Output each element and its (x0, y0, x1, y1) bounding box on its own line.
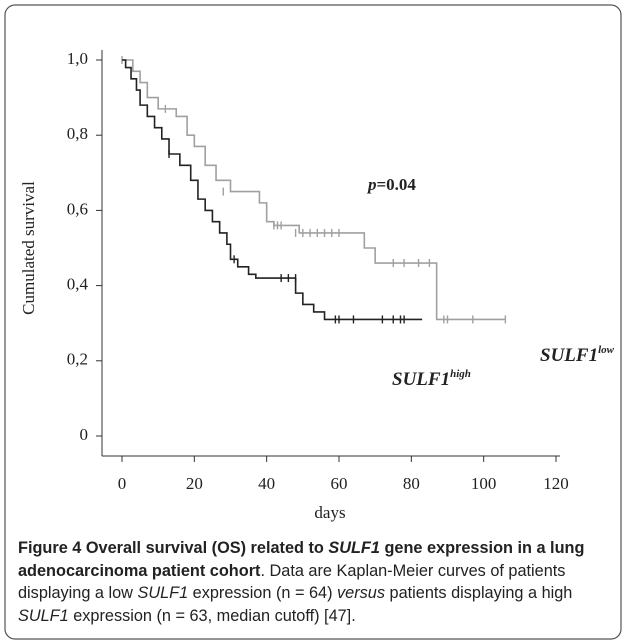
caption-text: patients displaying a high (385, 584, 573, 602)
caption-text: SULF1 (18, 606, 69, 625)
legend-name: SULF1 (392, 369, 450, 390)
annotation-value: =0.04 (377, 175, 417, 194)
x-axis-label: days (314, 503, 345, 522)
caption-text: Figure 4 Overall survival (OS) related t… (18, 539, 329, 557)
annotation: p=0.04 (366, 175, 416, 194)
x-tick-label: 20 (186, 474, 203, 493)
x-tick-label: 120 (543, 474, 569, 493)
y-tick-label: 1,0 (67, 49, 88, 68)
caption-text: . Data are Kaplan-Meier curves of patien… (18, 561, 566, 603)
legend-sup: high (450, 368, 471, 380)
y-tick-label: 0,2 (67, 350, 88, 369)
x-tick-label: 40 (258, 474, 275, 493)
y-tick-label: 0,4 (67, 275, 89, 294)
caption-text: gene expression in a lung adenocarcinoma… (18, 539, 585, 580)
annotation-p: p (366, 175, 377, 194)
caption-text: expression (n = 64) (188, 584, 338, 602)
legend-low: SULF1low (540, 344, 615, 367)
legend-name: SULF1 (540, 345, 598, 366)
caption-text: expression (n = 63, median cutoff) [47]. (68, 606, 356, 625)
legend-sup: low (598, 344, 615, 356)
x-tick-label: 100 (471, 474, 497, 493)
y-tick-label: 0,8 (67, 124, 88, 143)
caption-text: SULF1 (328, 539, 380, 557)
survival-curve (122, 59, 506, 321)
caption-text: SULF1 (137, 584, 189, 602)
caption-text: versus (337, 584, 385, 602)
x-tick-label: 60 (331, 474, 348, 493)
y-tick-label: 0,6 (67, 199, 88, 218)
frame (4, 4, 622, 640)
x-tick-label: 80 (403, 474, 420, 493)
y-axis-label: Cumulated survival (19, 181, 38, 315)
legend-high: SULF1high (392, 368, 471, 391)
y-tick-label: 0 (80, 425, 89, 444)
caption: Figure 4 Overall survival (OS) related t… (18, 537, 614, 627)
x-tick-label: 0 (118, 474, 127, 493)
